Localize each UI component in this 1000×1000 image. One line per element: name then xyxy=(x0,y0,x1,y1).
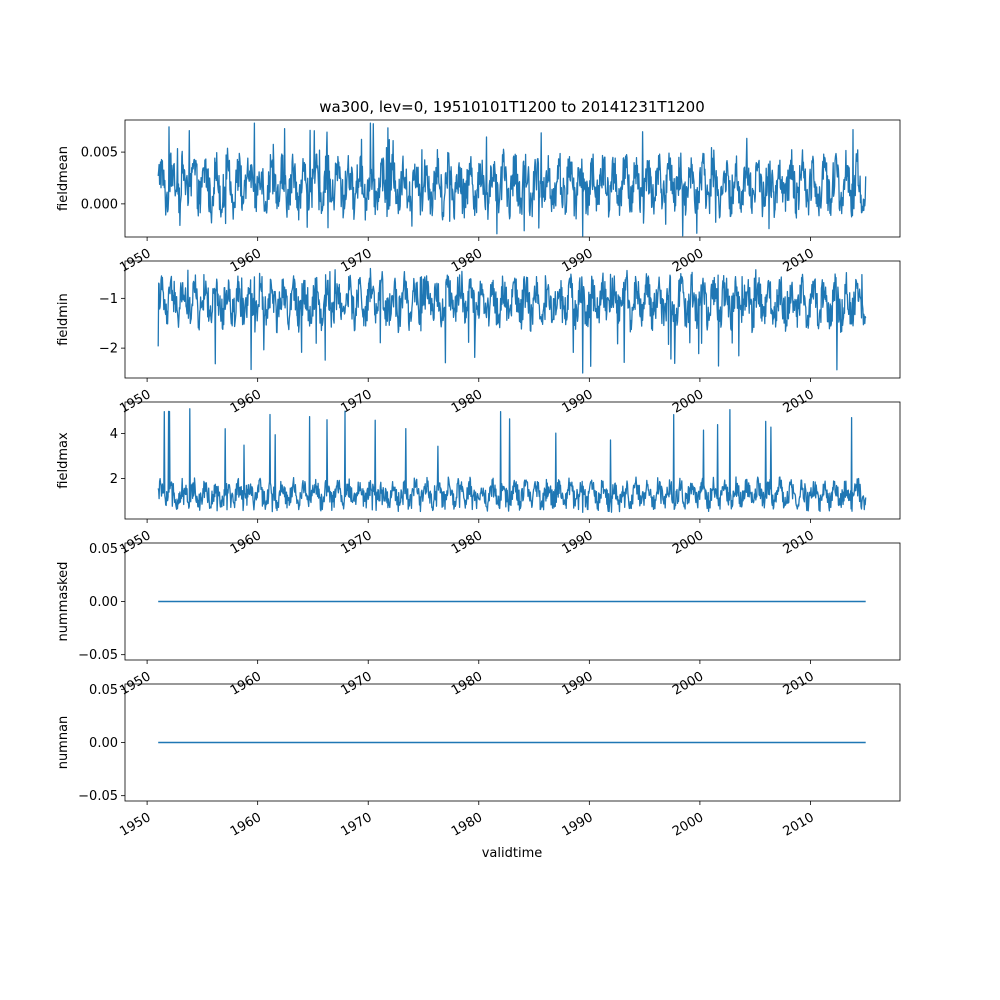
fieldmax-series-line xyxy=(157,408,867,513)
fieldmin-y-axis-label: fieldmin xyxy=(56,293,71,346)
fieldmin-y-tick-label: −1 xyxy=(99,292,118,307)
fieldmax-y-tick-label: 2 xyxy=(110,472,118,487)
fieldmean-y-tick-label: 0.000 xyxy=(81,197,118,212)
nummasked-y-tick-label: 0.05 xyxy=(89,542,118,557)
numnan-y-tick-label: −0.05 xyxy=(78,789,118,804)
nummasked-y-tick-label: −0.05 xyxy=(78,648,118,663)
fieldmean-y-tick-label: 0.005 xyxy=(81,146,118,161)
fieldmean-y-axis-label: fieldmean xyxy=(56,146,71,211)
chart-title: wa300, lev=0, 19510101T1200 to 20141231T… xyxy=(319,98,705,116)
numnan-y-axis-label: numnan xyxy=(56,716,71,770)
numnan-x-tick-label: 1990 xyxy=(560,810,596,840)
numnan-x-tick-label: 1960 xyxy=(228,810,264,840)
fieldmax-y-axis-label: fieldmax xyxy=(56,432,71,489)
numnan-x-tick-label: 1950 xyxy=(117,810,153,840)
fieldmean-axes-frame xyxy=(124,119,901,238)
numnan-x-tick-label: 2000 xyxy=(670,810,706,840)
numnan-x-tick-label: 1980 xyxy=(449,810,485,840)
fieldmin-y-tick-label: −2 xyxy=(99,342,118,357)
numnan-y-tick-label: 0.05 xyxy=(89,683,118,698)
subplot-numnan: −0.05 0.00 0.05 1950 1960 1970 1980 1990 2000 201… xyxy=(56,683,901,840)
subplots: 0.000 0.005 1950 1960 1970 1980 1990 2000 2010 fi… xyxy=(56,119,901,840)
numnan-y-tick-label: 0.00 xyxy=(89,736,118,751)
x-axis-label: validtime xyxy=(482,846,543,861)
fieldmin-series-line xyxy=(157,267,867,374)
numnan-x-tick-label: 2010 xyxy=(781,810,817,840)
numnan-x-tick-label: 1970 xyxy=(338,810,374,840)
fieldmin-axes-frame xyxy=(124,260,901,379)
nummasked-y-axis-label: nummasked xyxy=(56,562,71,642)
fieldmax-axes-frame xyxy=(124,401,901,520)
nummasked-y-tick-label: 0.00 xyxy=(89,595,118,610)
fieldmean-series-line xyxy=(157,122,867,237)
fieldmax-y-tick-label: 4 xyxy=(110,427,118,442)
